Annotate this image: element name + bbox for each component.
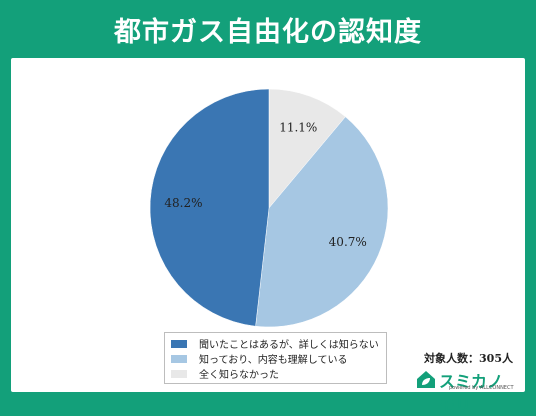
legend-label: 全く知らなかった [199,370,279,381]
legend-swatch [171,369,187,378]
pie-data-label-0: 11.1% [279,120,317,134]
legend-swatch [171,339,187,348]
chart-legend: 聞いたことはあるが、詳しくは知らない 知っており、内容も理解している 全く知らなかっ… [164,332,387,384]
legend-label: 知っており、内容も理解している [199,355,348,366]
brand-logo: スミカノモリ powered by ALLCONNECT [415,368,514,415]
legend-swatch [171,354,187,363]
chart-title: 都市ガス自由化の認知度 [114,17,422,48]
house-leaf-icon [417,371,435,388]
pie-data-label-2: 48.2% [164,196,202,210]
pie-data-label-1: 40.7% [329,235,367,249]
background-frame: 都市ガス自由化の認知度 11.1% 40.7% 48.2% 聞いたことはあるが、詳し… [11,17,525,415]
legend-item: 知っており、内容も理解している [171,351,386,366]
pie-slice-1 [255,116,389,328]
sample-size-note: 対象人数：305人 [424,352,513,365]
pie-slice-0 [268,88,346,209]
legend-item: 全く知らなかった [171,366,386,381]
legend-item: 聞いたことはあるが、詳しくは知らない [171,336,386,351]
legend-label: 聞いたことはあるが、詳しくは知らない [199,340,379,351]
pie-chart: 11.1% 40.7% 48.2% [149,88,389,328]
brand-name: スミカノモリ [439,372,504,415]
pie-slice-2 [149,88,270,327]
brand-tagline: powered by ALLCONNECT [449,385,514,391]
chart-panel: 11.1% 40.7% 48.2% 聞いたことはあるが、詳しくは知らない 知っており、… [11,58,525,415]
